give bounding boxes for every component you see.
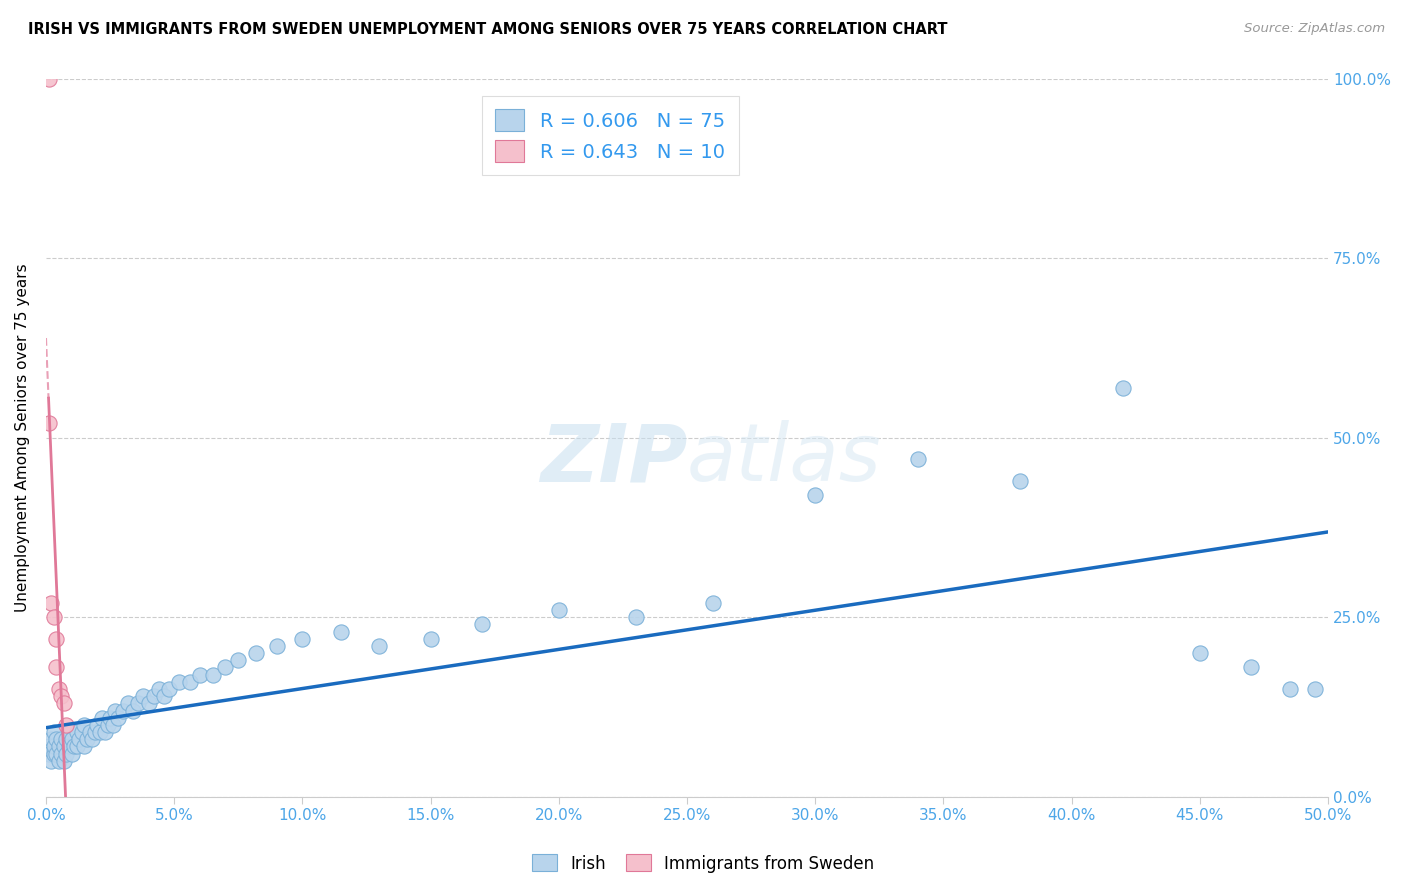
Point — [804, 488, 827, 502]
Point — [111, 704, 134, 718]
Point — [73, 718, 96, 732]
Point — [138, 697, 160, 711]
Point — [471, 617, 494, 632]
Point — [188, 667, 211, 681]
Point — [132, 689, 155, 703]
Text: Source: ZipAtlas.com: Source: ZipAtlas.com — [1244, 22, 1385, 36]
Point — [45, 660, 67, 674]
Point — [329, 624, 352, 639]
Point — [79, 725, 101, 739]
Point — [70, 725, 93, 739]
Point — [291, 632, 314, 646]
Point — [266, 639, 288, 653]
Y-axis label: Unemployment Among Seniors over 75 years: Unemployment Among Seniors over 75 years — [15, 263, 30, 612]
Point — [52, 754, 75, 768]
Point — [214, 660, 236, 674]
Point — [122, 704, 145, 718]
Point — [63, 739, 86, 754]
Point — [157, 681, 180, 696]
Point — [101, 718, 124, 732]
Point — [60, 732, 83, 747]
Point — [94, 725, 117, 739]
Point — [39, 754, 62, 768]
Point — [153, 689, 176, 703]
Point — [117, 697, 139, 711]
Point — [179, 674, 201, 689]
Point — [51, 747, 73, 761]
Point — [82, 732, 104, 747]
Point — [226, 653, 249, 667]
Point — [127, 697, 149, 711]
Point — [45, 732, 67, 747]
Point — [201, 667, 224, 681]
Text: IRISH VS IMMIGRANTS FROM SWEDEN UNEMPLOYMENT AMONG SENIORS OVER 75 YEARS CORRELA: IRISH VS IMMIGRANTS FROM SWEDEN UNEMPLOY… — [28, 22, 948, 37]
Point — [58, 725, 80, 739]
Point — [51, 732, 73, 747]
Point — [55, 718, 77, 732]
Point — [45, 632, 67, 646]
Text: atlas: atlas — [688, 420, 882, 499]
Point — [1278, 681, 1301, 696]
Point — [38, 747, 60, 761]
Point — [51, 689, 73, 703]
Point — [148, 681, 170, 696]
Point — [48, 681, 70, 696]
Legend: Irish, Immigrants from Sweden: Irish, Immigrants from Sweden — [524, 847, 882, 880]
Point — [1305, 681, 1327, 696]
Point — [52, 739, 75, 754]
Point — [38, 417, 60, 431]
Point — [42, 739, 65, 754]
Point — [52, 697, 75, 711]
Point — [1010, 474, 1032, 488]
Point — [91, 711, 114, 725]
Point — [624, 610, 647, 624]
Point — [1188, 646, 1211, 660]
Point — [83, 725, 105, 739]
Point — [169, 674, 191, 689]
Point — [66, 725, 89, 739]
Point — [55, 732, 77, 747]
Point — [39, 596, 62, 610]
Point — [60, 747, 83, 761]
Point — [107, 711, 129, 725]
Point — [45, 747, 67, 761]
Text: ZIP: ZIP — [540, 420, 688, 499]
Point — [98, 711, 121, 725]
Point — [42, 725, 65, 739]
Point — [55, 747, 77, 761]
Point — [104, 704, 127, 718]
Point — [547, 603, 569, 617]
Point — [76, 732, 98, 747]
Point — [42, 610, 65, 624]
Point — [1112, 381, 1135, 395]
Point — [86, 718, 108, 732]
Point — [368, 639, 391, 653]
Point — [142, 689, 165, 703]
Point — [67, 732, 90, 747]
Point — [702, 596, 724, 610]
Point — [66, 739, 89, 754]
Point — [48, 739, 70, 754]
Point — [38, 72, 60, 87]
Point — [907, 452, 929, 467]
Point — [48, 754, 70, 768]
Point — [419, 632, 441, 646]
Point — [42, 747, 65, 761]
Point — [96, 718, 118, 732]
Point — [1240, 660, 1263, 674]
Point — [39, 732, 62, 747]
Point — [89, 725, 111, 739]
Point — [38, 739, 60, 754]
Point — [73, 739, 96, 754]
Legend: R = 0.606   N = 75, R = 0.643   N = 10: R = 0.606 N = 75, R = 0.643 N = 10 — [482, 95, 738, 175]
Point — [245, 646, 267, 660]
Point — [58, 739, 80, 754]
